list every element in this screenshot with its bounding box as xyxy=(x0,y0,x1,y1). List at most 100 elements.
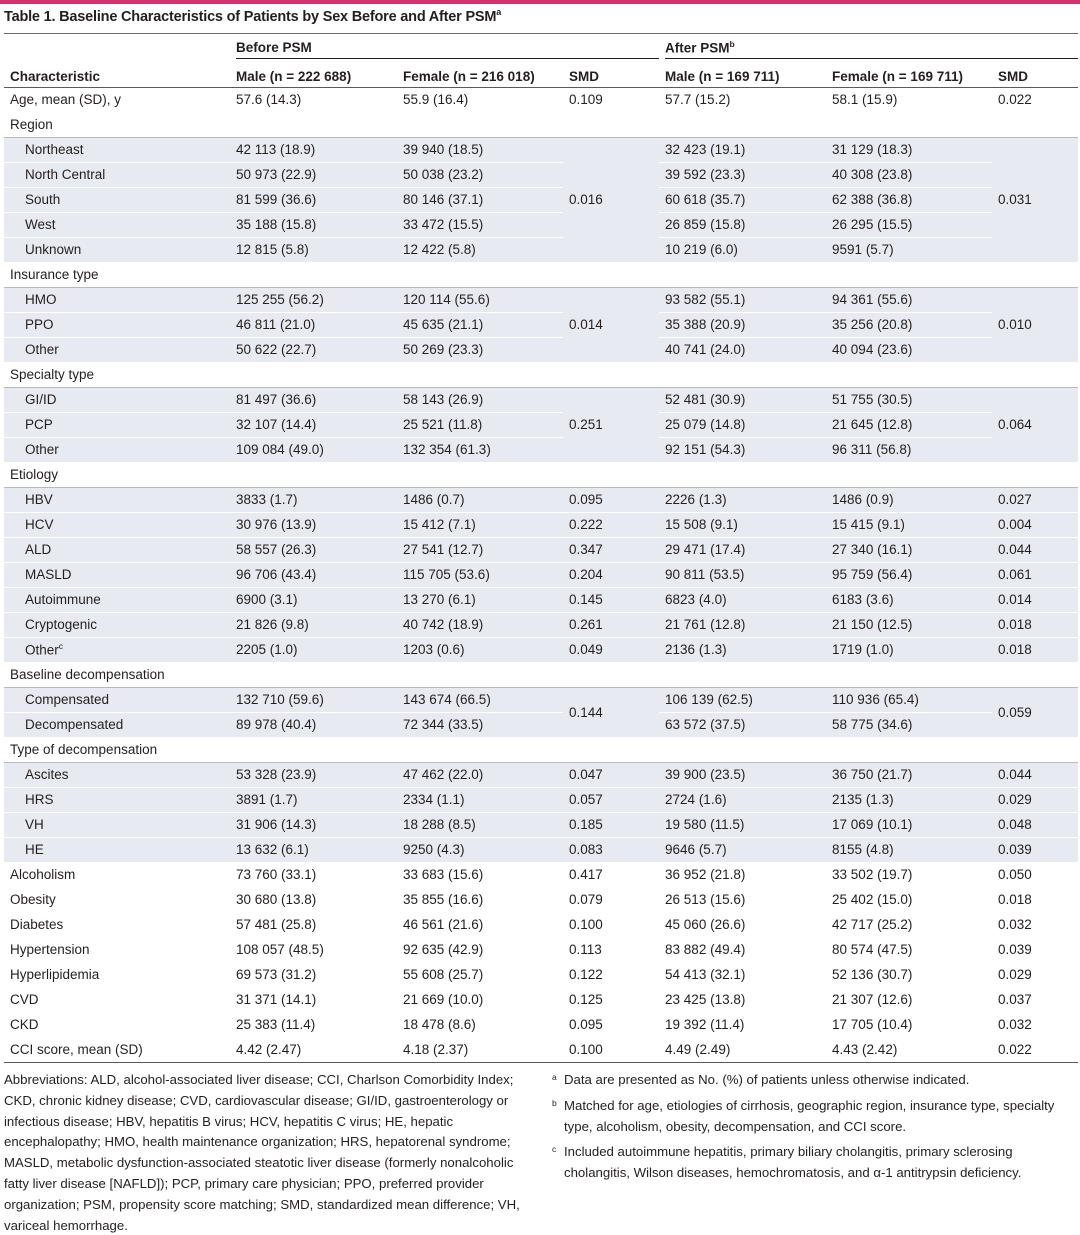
table-cell: 120 114 (55.6) xyxy=(397,286,563,312)
table-row: Decompensated 89 978 (40.4) 72 344 (33.5… xyxy=(4,711,1078,737)
table-cell: 0.185 xyxy=(563,811,660,837)
table-row: Unknown 12 815 (5.8) 12 422 (5.8) 10 219… xyxy=(4,236,1078,262)
table-cell: 81 599 (36.6) xyxy=(230,186,397,212)
table-cell: 39 592 (23.3) xyxy=(659,161,827,187)
table-cell: 27 541 (12.7) xyxy=(397,536,563,562)
table-cell: 10 219 (6.0) xyxy=(659,236,827,262)
table-cell: Unknown xyxy=(4,236,230,262)
table-cell: 6183 (3.6) xyxy=(826,586,993,612)
table-cell: 2334 (1.1) xyxy=(397,786,563,812)
table-cell: 50 038 (23.2) xyxy=(397,161,563,187)
table-row: VH 31 906 (14.3) 18 288 (8.5) 0.185 19 5… xyxy=(4,811,1079,837)
table-cell: 42 113 (18.9) xyxy=(230,136,397,162)
table-cell: 0.029 xyxy=(992,786,1079,812)
before-smd-col-header: SMD xyxy=(563,62,660,88)
table-cell: 52 481 (30.9) xyxy=(659,386,827,412)
table-row: PCP 32 107 (14.4) 25 521 (11.8) 25 079 (… xyxy=(4,411,1078,437)
table-cell: GI/ID xyxy=(4,386,230,412)
table-cell: 54 413 (32.1) xyxy=(659,961,827,987)
table-cell: 132 354 (61.3) xyxy=(397,436,563,462)
table-cell: CVD xyxy=(4,986,230,1012)
table-cell: 0.018 xyxy=(992,611,1079,637)
table-cell: Region xyxy=(4,111,1079,138)
table-cell: 35 188 (15.8) xyxy=(230,211,397,237)
table-cell: 58 775 (34.6) xyxy=(826,711,993,737)
insurance-smd-before: 0.014 xyxy=(563,286,660,362)
table-cell: 15 412 (7.1) xyxy=(397,511,563,537)
table-cell: HRS xyxy=(4,786,230,812)
table-cell: 50 973 (22.9) xyxy=(230,161,397,187)
table-cell: 4.43 (2.42) xyxy=(826,1036,993,1063)
table-cell: 73 760 (33.1) xyxy=(230,861,397,887)
table-cell: 57 481 (25.8) xyxy=(230,911,397,937)
table-cell: 0.095 xyxy=(563,1011,660,1037)
table-cell: 1719 (1.0) xyxy=(826,636,993,662)
table-cell: VH xyxy=(4,811,230,837)
table-row: MASLD 96 706 (43.4) 115 705 (53.6) 0.204… xyxy=(4,561,1079,587)
table-cell: 1486 (0.7) xyxy=(397,486,563,512)
before-female-col-header: Female (n = 216 018) xyxy=(397,62,563,88)
table-cell: 0.032 xyxy=(992,911,1079,937)
table-row: Age, mean (SD), y 57.6 (14.3) 55.9 (16.4… xyxy=(4,86,1079,112)
table-row: Hypertension 108 057 (48.5) 92 635 (42.9… xyxy=(4,936,1079,962)
table-cell: 21 307 (12.6) xyxy=(826,986,993,1012)
table-cell: 0.100 xyxy=(563,1036,660,1063)
table-cell: 19 580 (11.5) xyxy=(659,811,827,837)
table-cell: Hyperlipidemia xyxy=(4,961,230,987)
table-cell: 35 256 (20.8) xyxy=(826,311,993,337)
top-accent-rule xyxy=(0,0,1080,4)
table-cell: 95 759 (56.4) xyxy=(826,561,993,587)
table-cell: 108 057 (48.5) xyxy=(230,936,397,962)
table-cell: 6823 (4.0) xyxy=(659,586,827,612)
table-row: Other 50 622 (22.7) 50 269 (23.3) 40 741… xyxy=(4,336,1078,362)
footnote-c: c Included autoimmune hepatitis, primary… xyxy=(552,1144,1022,1181)
table-row: Hyperlipidemia 69 573 (31.2) 55 608 (25.… xyxy=(4,961,1079,987)
table-cell: 0.018 xyxy=(992,886,1079,912)
table-cell: 6900 (3.1) xyxy=(230,586,397,612)
table-cell: 1203 (0.6) xyxy=(397,636,563,662)
table-cell: 2136 (1.3) xyxy=(659,636,827,662)
after-smd-col-header: SMD xyxy=(992,62,1079,88)
table-cell: 46 811 (21.0) xyxy=(230,311,397,337)
table-cell: 12 815 (5.8) xyxy=(230,236,397,262)
region-smd-before: 0.016 xyxy=(563,136,660,262)
section-header-row: Region xyxy=(4,111,1079,138)
table-cell: 35 855 (16.6) xyxy=(397,886,563,912)
table-cell: 18 288 (8.5) xyxy=(397,811,563,837)
table-cell: 94 361 (55.6) xyxy=(826,286,993,312)
table-cell: 2135 (1.3) xyxy=(826,786,993,812)
table-cell: 0.044 xyxy=(992,761,1079,787)
table-cell: 92 635 (42.9) xyxy=(397,936,563,962)
before-male-col-header: Male (n = 222 688) xyxy=(230,62,397,88)
table-cell: 81 497 (36.6) xyxy=(230,386,397,412)
table-cell: West xyxy=(4,211,230,237)
table-cell: 21 669 (10.0) xyxy=(397,986,563,1012)
table-cell: 0.037 xyxy=(992,986,1079,1012)
table-cell: 55.9 (16.4) xyxy=(397,86,563,112)
table-cell: 33 683 (15.6) xyxy=(397,861,563,887)
table-cell: 40 094 (23.6) xyxy=(826,336,993,362)
table-cell: 31 906 (14.3) xyxy=(230,811,397,837)
table-cell: CCI score, mean (SD) xyxy=(4,1036,230,1063)
table-cell: 46 561 (21.6) xyxy=(397,911,563,937)
table-cell: 0.022 xyxy=(992,86,1079,112)
table-cell: 0.049 xyxy=(563,636,660,662)
table-cell: 0.022 xyxy=(992,1036,1079,1063)
title-divider xyxy=(4,33,1078,34)
table-row: ALD 58 557 (26.3) 27 541 (12.7) 0.347 29… xyxy=(4,536,1079,562)
table-cell: 0.261 xyxy=(563,611,660,637)
table-cell: 96 311 (56.8) xyxy=(826,436,993,462)
table-cell: 0.222 xyxy=(563,511,660,537)
table-row: Obesity 30 680 (13.8) 35 855 (16.6) 0.07… xyxy=(4,886,1079,912)
table-cell: 42 717 (25.2) xyxy=(826,911,993,937)
table-cell: 27 340 (16.1) xyxy=(826,536,993,562)
footnote-b: b Matched for age, etiologies of cirrhos… xyxy=(552,1097,1055,1134)
table-cell: 50 269 (23.3) xyxy=(397,336,563,362)
table-cell: Baseline decompensation xyxy=(4,661,1079,688)
table-row: Autoimmune 6900 (3.1) 13 270 (6.1) 0.145… xyxy=(4,586,1079,612)
table-cell: 51 755 (30.5) xyxy=(826,386,993,412)
table-cell: 0.417 xyxy=(563,861,660,887)
table-row: HBV 3833 (1.7) 1486 (0.7) 0.095 2226 (1.… xyxy=(4,486,1079,512)
table-row: Cryptogenic 21 826 (9.8) 40 742 (18.9) 0… xyxy=(4,611,1079,637)
table-cell: 18 478 (8.6) xyxy=(397,1011,563,1037)
